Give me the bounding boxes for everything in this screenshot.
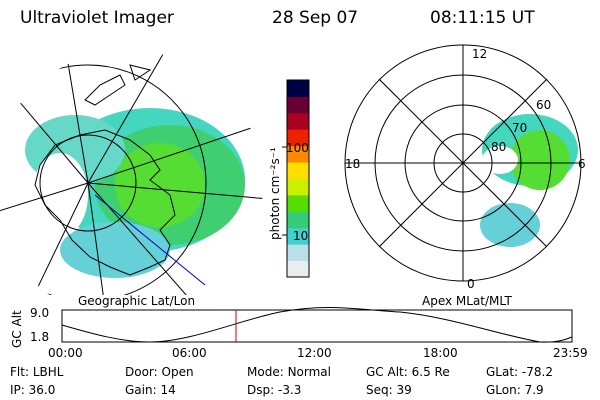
- colorbar-tick-label-100: 100: [286, 141, 309, 155]
- colorbar-band: [287, 145, 309, 163]
- latlon-grid: [0, 50, 263, 295]
- info-glon: GLon: 7.9: [486, 383, 544, 397]
- mlat-label-80: 80: [491, 140, 507, 154]
- colorbar-frame: [286, 79, 310, 278]
- info-seq: Seq: 39: [366, 383, 412, 397]
- xtick-0000: 00:00: [48, 346, 83, 360]
- xtick-1800: 18:00: [423, 346, 458, 360]
- info-gc-alt: GC Alt: 6.5 Re: [366, 365, 450, 379]
- altitude-plot-frame: [61, 309, 573, 343]
- colorbar-band: [287, 96, 309, 114]
- info-ip: IP: 36.0: [10, 383, 56, 397]
- colorbar-band: [287, 211, 309, 229]
- colorbar-band: [287, 129, 309, 147]
- info-door: Door: Open: [125, 365, 194, 379]
- info-dsp: Dsp: -3.3: [247, 383, 302, 397]
- xtick-1200: 12:00: [297, 346, 332, 360]
- mlat-label-60: 60: [536, 98, 552, 112]
- date-label: 28 Sep 07: [272, 8, 359, 28]
- colorbar: [282, 79, 310, 278]
- mlt-label-6: 6: [578, 157, 586, 171]
- altitude-ytick-max: 9.0: [30, 306, 50, 320]
- geographic-caption: Geographic Lat/Lon: [78, 294, 196, 308]
- aurora-emission-region: [25, 108, 245, 278]
- info-mode: Mode: Normal: [247, 365, 331, 379]
- xtick-0600: 06:00: [172, 346, 207, 360]
- altitude-ytick-min: 1.8: [30, 330, 50, 344]
- colorbar-band: [287, 112, 309, 130]
- aurora-emission-mlt: [480, 114, 578, 247]
- mlt-label-0: 0: [467, 277, 475, 291]
- colorbar-band: [287, 178, 309, 196]
- colorbar-label: photon cm⁻²s⁻¹: [268, 147, 282, 240]
- colorbar-band: [287, 80, 309, 97]
- altitude-curve: [61, 307, 573, 343]
- info-filter: Flt: LBHL: [10, 365, 64, 379]
- coastline: [34, 64, 176, 276]
- mlat-label-70: 70: [512, 121, 528, 135]
- info-gain: Gain: 14: [125, 383, 176, 397]
- instrument-title: Ultraviolet Imager: [20, 8, 174, 28]
- satellite-track: [94, 194, 206, 286]
- colorbar-band: [287, 227, 309, 245]
- info-glat: GLat: -78.2: [486, 365, 553, 379]
- colorbar-tick-label-10: 10: [293, 229, 309, 243]
- altitude-plot: [61, 307, 573, 343]
- time-label: 08:11:15 UT: [430, 8, 535, 28]
- colorbar-band: [287, 244, 309, 262]
- mlt-label-18: 18: [345, 157, 361, 171]
- colorbar-band: [287, 162, 309, 179]
- colorbar-band: [287, 194, 309, 212]
- mlat-mlt-map: [344, 44, 582, 282]
- mlt-caption: Apex MLat/MLT: [422, 294, 512, 308]
- xtick-2359: 23:59: [553, 346, 588, 360]
- colorbar-band: [287, 260, 309, 278]
- mlt-label-12: 12: [472, 47, 488, 61]
- polar-grid: [344, 44, 582, 282]
- geographic-map: [0, 50, 263, 295]
